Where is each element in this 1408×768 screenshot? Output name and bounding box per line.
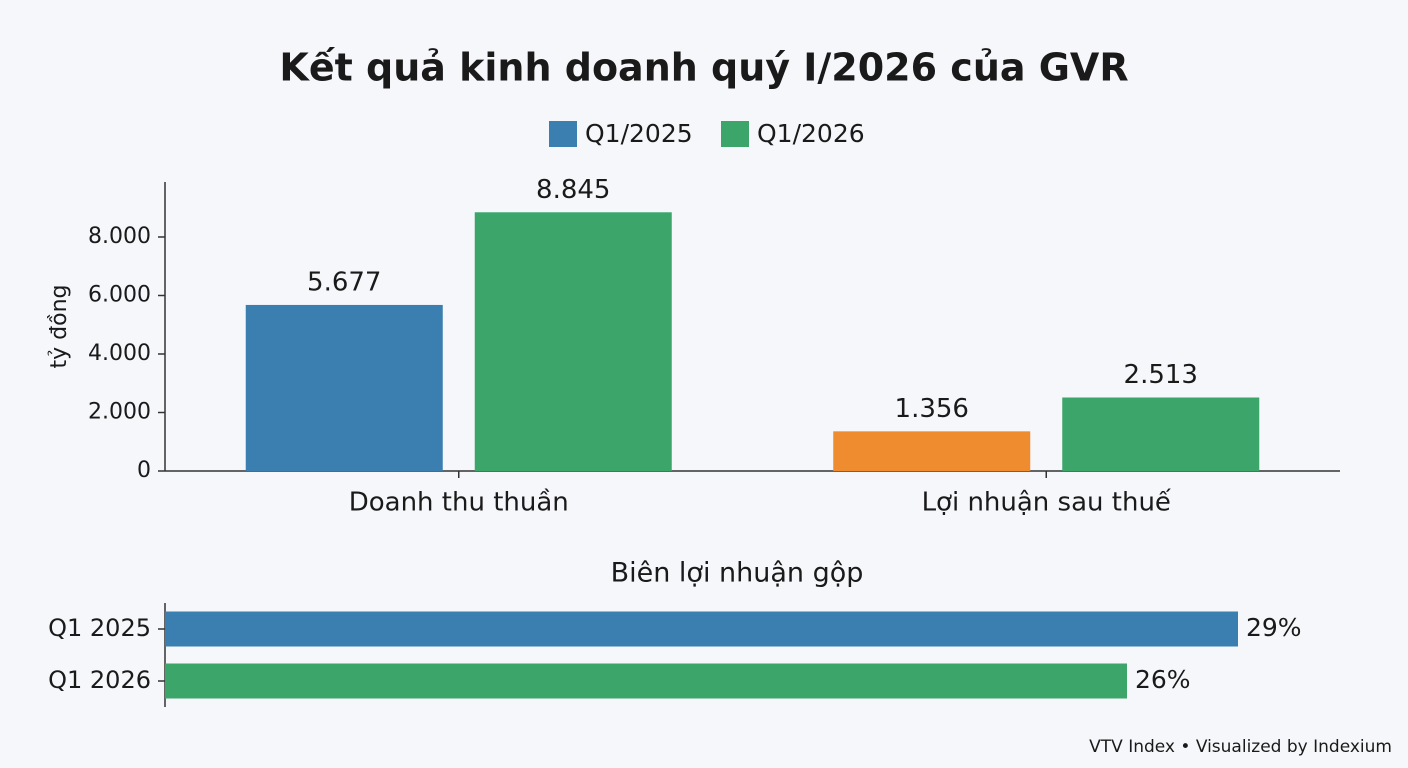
footer: VTV Index • Visualized by Indexium (1089, 737, 1392, 757)
value-label: 29% (1246, 613, 1302, 642)
y-tick-label: 2.000 (88, 399, 151, 424)
legend-swatch (721, 121, 749, 147)
bar (474, 212, 672, 472)
y-tick-label: 0 (137, 458, 151, 483)
bar (165, 663, 1127, 699)
bar (1062, 397, 1260, 471)
chart-title: Biên lợi nhuận gộp (611, 558, 864, 589)
legend-label: Q1/2025 (585, 119, 693, 148)
bar (245, 304, 443, 471)
legend-label: Q1/2026 (757, 119, 865, 148)
y-axis-label: tỷ đồng (47, 285, 72, 369)
value-label: 5.677 (307, 267, 381, 297)
bar (165, 611, 1238, 647)
legend-swatch (549, 121, 577, 147)
y-tick-label: Q1 2026 (48, 666, 151, 694)
bar (833, 431, 1031, 471)
value-label: 1.356 (895, 394, 969, 424)
y-tick-label: 6.000 (88, 282, 151, 307)
y-tick-label: Q1 2025 (48, 614, 151, 642)
value-label: 26% (1135, 665, 1191, 694)
x-tick-label: Doanh thu thuần (349, 488, 569, 518)
y-tick-label: 8.000 (88, 224, 151, 249)
value-label: 2.513 (1124, 360, 1198, 390)
page-title: Kết quả kinh doanh quý I/2026 của GVR (279, 46, 1128, 90)
value-label: 8.845 (536, 175, 610, 205)
x-tick-label: Lợi nhuận sau thuế (922, 488, 1171, 518)
y-tick-label: 4.000 (88, 341, 151, 366)
